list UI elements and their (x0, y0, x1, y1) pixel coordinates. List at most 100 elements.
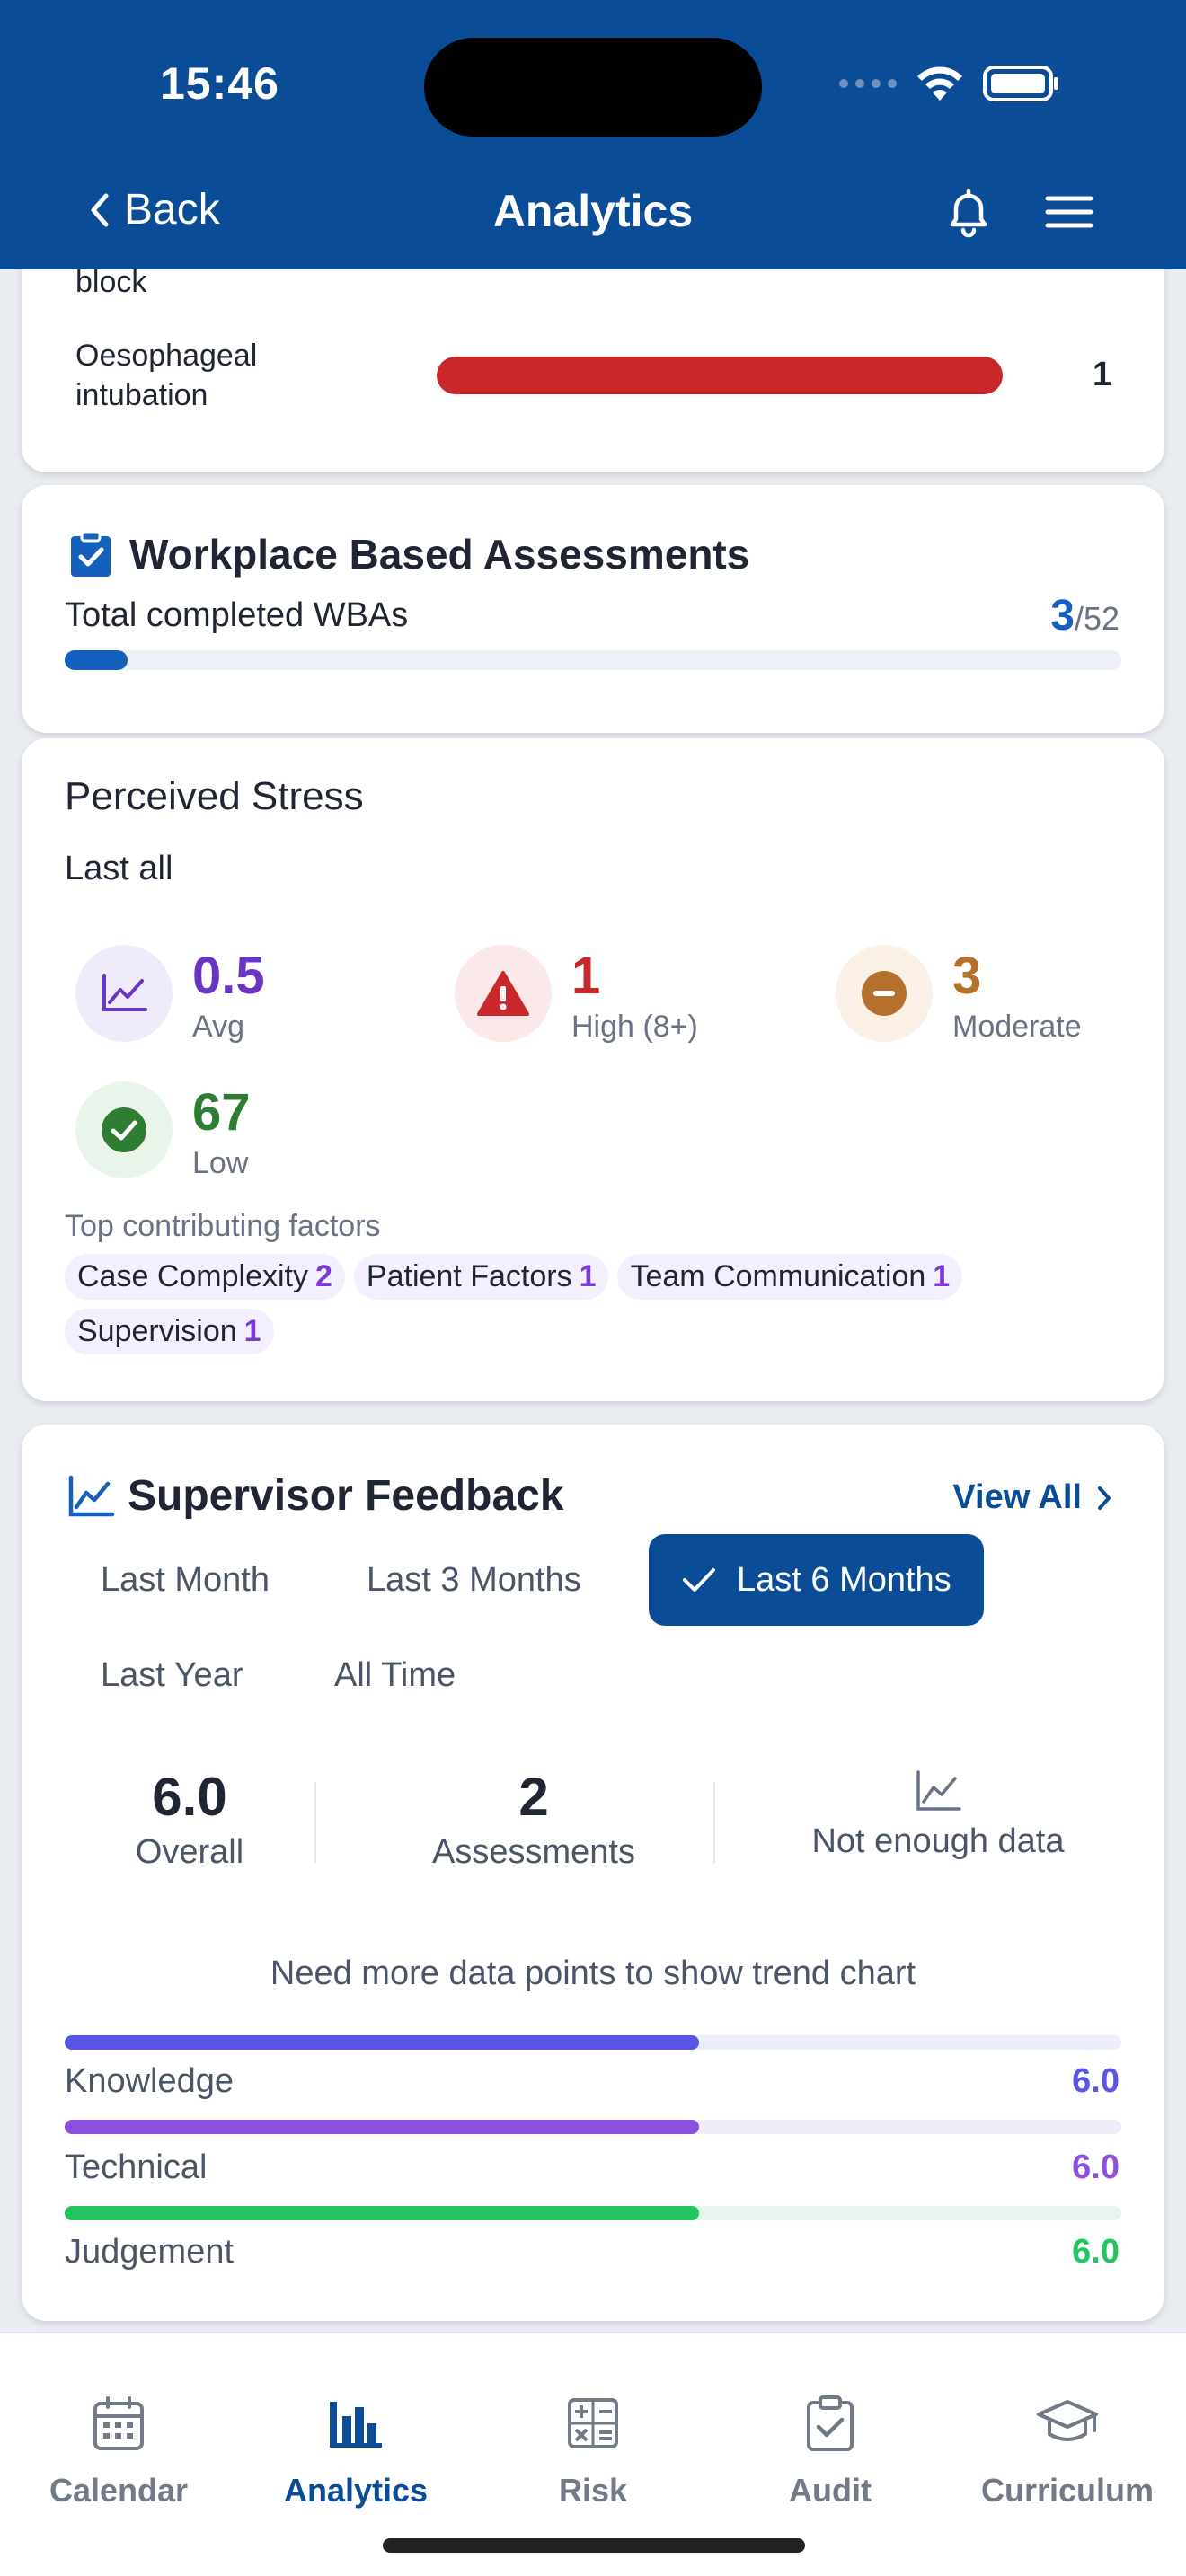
factor-chip: Case Complexity 2 (65, 1254, 345, 1300)
stress-metric-moderate: 3 Moderate (836, 945, 1082, 1045)
factor-chip: Team Communication 1 (617, 1254, 963, 1300)
factor-chip: Supervision 1 (65, 1309, 274, 1354)
battery-icon (983, 66, 1058, 101)
wba-header: Workplace Based Assessments (68, 530, 749, 578)
chart-row-label: Oesophageal intubation (75, 339, 258, 412)
wba-card[interactable]: Workplace Based Assessments Total comple… (22, 485, 1164, 733)
stress-metric-avg: 0.5 Avg (75, 945, 265, 1045)
trend-chart-icon (916, 1770, 961, 1811)
graduation-cap-icon (1037, 2400, 1098, 2441)
wba-total: /52 (1074, 600, 1120, 637)
factor-count: 1 (243, 1314, 261, 1348)
calculator-icon (568, 2398, 618, 2448)
wba-subtitle: Total completed WBAs (65, 596, 409, 634)
complications-chart-card: block 1 Oesophageal intubation 1 (22, 217, 1164, 472)
knowledge-track (65, 2035, 1121, 2050)
tab-curriculum[interactable]: Curriculum (960, 2387, 1175, 2510)
wba-progress-track (65, 650, 1121, 670)
factor-count: 2 (314, 1259, 332, 1293)
stress-high-label: High (8+) (571, 1010, 698, 1044)
assessments-label: Assessments (432, 1833, 635, 1871)
wifi-icon (917, 66, 962, 101)
line-chart-icon (68, 1475, 115, 1516)
view-all-label: View All (952, 1478, 1082, 1516)
tab-label: Calendar (49, 2472, 189, 2509)
range-last-year[interactable]: Last Year (101, 1656, 243, 1694)
factor-name: Team Communication (630, 1259, 926, 1293)
trend-label: Not enough data (811, 1822, 1065, 1860)
stress-metric-low: 67 Low (75, 1081, 251, 1181)
wba-completed: 3 (1050, 592, 1075, 640)
trend-icon (75, 945, 173, 1042)
judgement-track (65, 2206, 1121, 2220)
minus-circle-icon (836, 945, 933, 1042)
trend-stat: Not enough data (776, 1769, 1100, 1861)
assessments-value: 2 (518, 1767, 549, 1827)
factor-count: 1 (933, 1259, 951, 1293)
knowledge-fill (65, 2035, 699, 2050)
range-last-month[interactable]: Last Month (101, 1561, 270, 1599)
factor-name: Case Complexity (77, 1259, 308, 1293)
app-header: 15:46 Back Analytics (0, 0, 1186, 269)
knowledge-label: Knowledge (65, 2062, 235, 2100)
stat-divider (314, 1782, 316, 1863)
hamburger-menu-icon[interactable] (1044, 194, 1094, 230)
stress-low-label: Low (192, 1146, 249, 1180)
technical-fill (65, 2120, 699, 2134)
tab-label: Analytics (283, 2472, 429, 2509)
home-indicator[interactable] (383, 2538, 805, 2553)
range-all-time[interactable]: All Time (334, 1656, 456, 1694)
technical-label: Technical (65, 2148, 208, 2186)
nav-bar: Back Analytics (0, 171, 1186, 251)
status-time: 15:46 (160, 58, 279, 109)
status-icons (839, 61, 1060, 106)
feedback-title: Supervisor Feedback (128, 1472, 564, 1520)
stat-divider (713, 1782, 715, 1863)
tab-label: Curriculum (980, 2472, 1155, 2509)
wba-title: Workplace Based Assessments (129, 531, 750, 578)
range-last-6-months[interactable]: Last 6 Months (649, 1534, 984, 1626)
factor-chips: Case Complexity 2 Patient Factors 1 Team C… (65, 1254, 1125, 1354)
tab-calendar[interactable]: Calendar (11, 2387, 226, 2510)
judgement-label: Judgement (65, 2233, 235, 2271)
overall-label: Overall (135, 1833, 244, 1871)
chart-row-label: block (75, 265, 147, 299)
wba-count: 3/52 (1050, 591, 1120, 640)
top-factors-label: Top contributing factors (65, 1209, 381, 1243)
clipboard-check-icon (71, 530, 111, 577)
range-label: Last 6 Months (737, 1560, 951, 1599)
notifications-bell-icon[interactable] (940, 183, 997, 241)
tab-label: Risk (558, 2472, 628, 2509)
stress-moderate-label: Moderate (952, 1010, 1082, 1044)
chart-row-value: 1 (1093, 356, 1112, 393)
stress-high-value: 1 (571, 947, 601, 1005)
need-more-data-message: Need more data points to show trend char… (270, 1954, 916, 1992)
bar-chart-icon (330, 2402, 382, 2448)
chevron-left-icon (91, 193, 109, 226)
supervisor-feedback-card: Supervisor Feedback View All Last Month … (22, 1425, 1164, 2321)
range-last-3-months[interactable]: Last 3 Months (367, 1561, 581, 1599)
stress-avg-value: 0.5 (192, 947, 265, 1005)
check-icon (683, 1568, 715, 1592)
stress-moderate-value: 3 (952, 947, 982, 1005)
factor-name: Patient Factors (366, 1259, 572, 1293)
back-button[interactable]: Back (86, 185, 220, 234)
calendar-icon (93, 2396, 144, 2450)
wba-progress-fill (65, 650, 128, 670)
check-circle-icon (75, 1081, 173, 1178)
feedback-header: Supervisor Feedback (66, 1471, 564, 1521)
factor-count: 1 (579, 1259, 597, 1293)
stress-low-value: 67 (192, 1083, 251, 1142)
warning-icon (455, 945, 552, 1042)
tab-audit[interactable]: Audit (722, 2387, 938, 2510)
knowledge-value: 6.0 (1072, 2062, 1120, 2100)
tab-risk[interactable]: Risk (485, 2387, 701, 2510)
tab-analytics[interactable]: Analytics (248, 2387, 464, 2510)
cellular-signal-icon (839, 79, 897, 88)
view-all-link[interactable]: View All (952, 1478, 1112, 1517)
tab-label: Audit (789, 2472, 872, 2509)
stress-metric-high: 1 High (8+) (455, 945, 698, 1045)
technical-track (65, 2120, 1121, 2134)
dynamic-island (424, 38, 762, 137)
technical-value: 6.0 (1072, 2148, 1120, 2186)
